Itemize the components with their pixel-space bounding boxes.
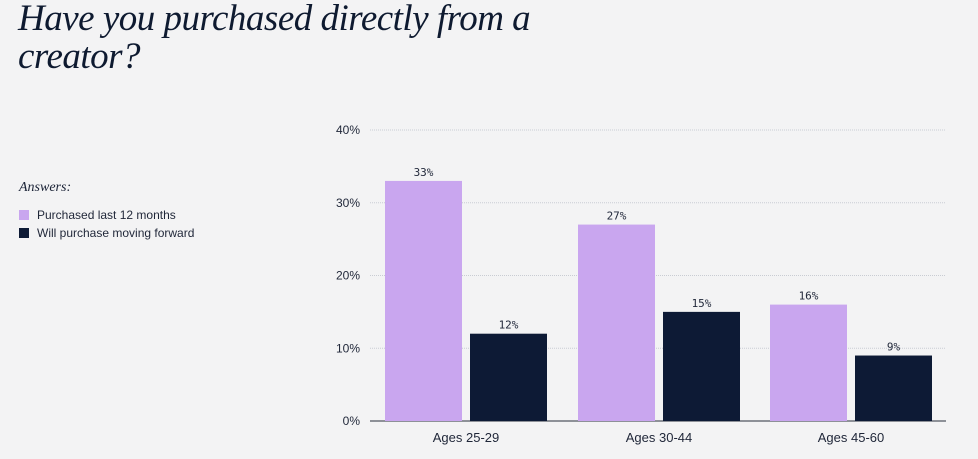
legend-label-purchased: Purchased last 12 months [37, 208, 176, 222]
legend-swatch-will-purchase [19, 228, 29, 238]
data-label: 9% [887, 341, 901, 354]
x-tick-label: Ages 30-44 [626, 430, 693, 445]
x-tick-label: Ages 25-29 [433, 430, 500, 445]
x-tick-label: Ages 45-60 [818, 430, 885, 445]
legend: Answers: Purchased last 12 months Will p… [19, 180, 194, 244]
chart-title: Have you purchased directly from a creat… [18, 0, 531, 77]
y-tick-label: 40% [336, 123, 360, 137]
data-label: 16% [799, 290, 819, 303]
data-label: 12% [499, 319, 519, 332]
bar [385, 180, 462, 421]
y-tick-label: 30% [336, 196, 360, 210]
bar [770, 304, 847, 421]
legend-swatch-purchased [19, 210, 29, 220]
bar [578, 224, 655, 421]
legend-item-purchased: Purchased last 12 months [19, 208, 194, 222]
bar [663, 311, 740, 421]
data-label: 15% [692, 297, 712, 310]
legend-title: Answers: [19, 180, 72, 195]
y-tick-label: 0% [343, 414, 361, 428]
y-tick-label: 10% [336, 341, 360, 355]
bar [470, 333, 547, 421]
data-label: 27% [607, 210, 627, 223]
bar [855, 355, 932, 421]
legend-item-will-purchase: Will purchase moving forward [19, 226, 194, 240]
data-label: 33% [414, 166, 434, 179]
y-tick-label: 20% [336, 269, 360, 283]
legend-label-will-purchase: Will purchase moving forward [37, 226, 195, 240]
